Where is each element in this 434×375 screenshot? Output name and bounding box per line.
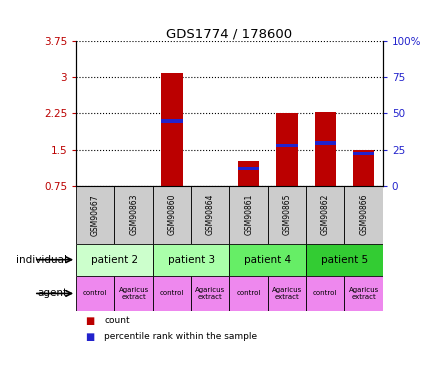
Bar [306, 244, 382, 276]
Bar [314, 141, 335, 145]
Text: GSM90864: GSM90864 [205, 194, 214, 236]
Bar [314, 112, 335, 186]
Bar [114, 276, 152, 311]
Bar [229, 244, 306, 276]
Bar [306, 276, 344, 311]
Text: ■: ■ [85, 316, 94, 326]
Bar [306, 186, 344, 244]
Text: patient 5: patient 5 [320, 255, 367, 265]
Bar [76, 186, 114, 244]
Bar [152, 276, 191, 311]
Text: GSM90860: GSM90860 [167, 194, 176, 236]
Bar [161, 120, 182, 123]
Text: GSM90863: GSM90863 [129, 194, 138, 236]
Text: control: control [312, 290, 337, 296]
Bar [161, 73, 182, 186]
Bar [114, 186, 152, 244]
Bar [76, 276, 114, 311]
Text: Agaricus
extract: Agaricus extract [195, 287, 225, 300]
Text: GSM90667: GSM90667 [91, 194, 99, 236]
Title: GDS1774 / 178600: GDS1774 / 178600 [166, 27, 292, 40]
Bar [352, 150, 373, 186]
Text: GSM90862: GSM90862 [320, 194, 329, 236]
Bar [152, 244, 229, 276]
Bar [352, 152, 373, 155]
Text: control: control [83, 290, 107, 296]
Bar [76, 244, 152, 276]
Bar [229, 276, 267, 311]
Bar [344, 276, 382, 311]
Text: GSM90861: GSM90861 [243, 194, 253, 236]
Text: GSM90866: GSM90866 [358, 194, 367, 236]
Text: percentile rank within the sample: percentile rank within the sample [104, 332, 257, 341]
Text: patient 3: patient 3 [167, 255, 214, 265]
Text: control: control [236, 290, 260, 296]
Bar [152, 186, 191, 244]
Bar [191, 186, 229, 244]
Bar [229, 186, 267, 244]
Text: Agaricus
extract: Agaricus extract [271, 287, 301, 300]
Bar [276, 144, 297, 147]
Text: control: control [159, 290, 184, 296]
Bar [267, 276, 306, 311]
Text: agent: agent [37, 288, 67, 298]
Text: patient 4: patient 4 [243, 255, 291, 265]
Text: Agaricus
extract: Agaricus extract [348, 287, 378, 300]
Text: ■: ■ [85, 332, 94, 342]
Bar [191, 276, 229, 311]
Bar [237, 167, 259, 170]
Text: Agaricus
extract: Agaricus extract [118, 287, 148, 300]
Text: individual: individual [16, 255, 67, 265]
Bar [267, 186, 306, 244]
Text: GSM90865: GSM90865 [282, 194, 291, 236]
Bar [237, 160, 259, 186]
Text: count: count [104, 316, 130, 325]
Bar [276, 113, 297, 186]
Bar [344, 186, 382, 244]
Text: patient 2: patient 2 [91, 255, 138, 265]
